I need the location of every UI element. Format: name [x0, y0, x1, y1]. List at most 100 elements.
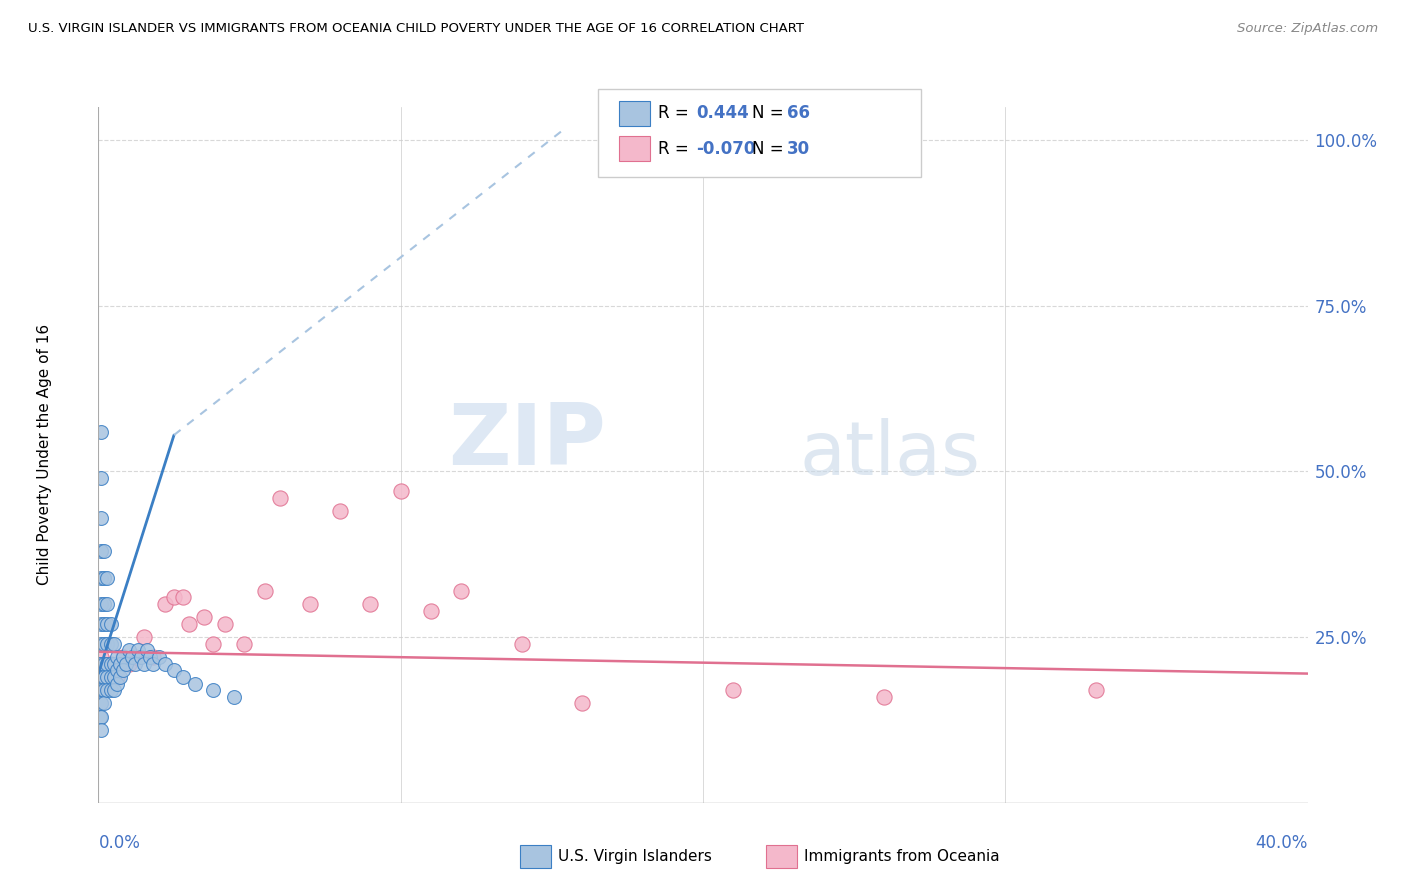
Point [214, 616, 236, 631]
Point [105, 663, 128, 677]
Point [90, 544, 112, 558]
Point [269, 491, 291, 505]
Text: N =: N = [752, 140, 789, 158]
Point [571, 697, 593, 711]
Point [108, 670, 131, 684]
Point [96, 616, 118, 631]
Point [153, 597, 176, 611]
Point [93, 616, 115, 631]
Text: -0.070: -0.070 [696, 140, 755, 158]
Point [153, 657, 176, 671]
Point [873, 690, 896, 704]
Point [172, 670, 194, 684]
Text: 40.0%: 40.0% [1256, 834, 1308, 852]
Point [172, 591, 194, 605]
Point [96, 683, 118, 698]
Point [90, 670, 112, 684]
Point [329, 504, 352, 518]
Point [299, 597, 322, 611]
Point [179, 616, 201, 631]
Point [105, 650, 128, 665]
Point [163, 591, 186, 605]
Point [111, 650, 134, 665]
Text: Source: ZipAtlas.com: Source: ZipAtlas.com [1237, 22, 1378, 36]
Point [100, 657, 122, 671]
Text: Child Poverty Under the Age of 16: Child Poverty Under the Age of 16 [37, 325, 52, 585]
Point [100, 616, 122, 631]
Point [389, 484, 412, 499]
Point [420, 604, 443, 618]
Point [96, 597, 118, 611]
Point [90, 637, 112, 651]
Point [1085, 683, 1108, 698]
Point [100, 670, 122, 684]
Point [93, 637, 115, 651]
Text: 66: 66 [787, 104, 810, 122]
Point [253, 583, 276, 598]
Point [89, 683, 111, 698]
Point [100, 637, 122, 651]
Text: 0.444: 0.444 [696, 104, 749, 122]
Point [108, 657, 131, 671]
Point [93, 697, 115, 711]
Point [90, 570, 112, 584]
Point [93, 597, 115, 611]
Point [163, 663, 186, 677]
Point [90, 471, 112, 485]
Point [129, 650, 152, 665]
Text: Immigrants from Oceania: Immigrants from Oceania [804, 849, 1000, 863]
Point [135, 643, 157, 657]
Point [90, 616, 112, 631]
Point [111, 663, 134, 677]
Point [124, 650, 146, 665]
Point [103, 657, 125, 671]
Point [93, 670, 115, 684]
Point [232, 637, 254, 651]
Text: U.S. VIRGIN ISLANDER VS IMMIGRANTS FROM OCEANIA CHILD POVERTY UNDER THE AGE OF 1: U.S. VIRGIN ISLANDER VS IMMIGRANTS FROM … [28, 22, 804, 36]
Point [132, 657, 155, 671]
Point [114, 657, 136, 671]
Point [100, 683, 122, 698]
Point [93, 570, 115, 584]
Point [184, 676, 207, 690]
Text: R =: R = [658, 140, 695, 158]
Point [103, 670, 125, 684]
Text: atlas: atlas [800, 418, 981, 491]
Point [93, 676, 115, 690]
Point [127, 643, 149, 657]
Point [90, 657, 112, 671]
Text: 0.0%: 0.0% [98, 834, 141, 852]
Point [450, 583, 472, 598]
Point [723, 683, 745, 698]
Point [103, 637, 125, 651]
Text: N =: N = [752, 104, 789, 122]
Point [96, 637, 118, 651]
Point [148, 650, 170, 665]
Point [90, 650, 112, 665]
Point [90, 597, 112, 611]
Text: U.S. Virgin Islanders: U.S. Virgin Islanders [558, 849, 711, 863]
Point [93, 544, 115, 558]
Point [202, 637, 225, 651]
Point [103, 683, 125, 698]
Point [360, 597, 382, 611]
Text: ZIP: ZIP [449, 400, 606, 483]
Point [96, 657, 118, 671]
Point [93, 683, 115, 698]
Point [118, 643, 141, 657]
Point [224, 690, 246, 704]
Point [142, 657, 165, 671]
Point [90, 709, 112, 723]
Point [90, 683, 112, 698]
Point [96, 670, 118, 684]
Point [121, 650, 143, 665]
Point [100, 657, 122, 671]
Point [90, 511, 112, 525]
Point [124, 657, 146, 671]
Point [202, 683, 225, 698]
Point [105, 676, 128, 690]
Point [111, 650, 134, 665]
Point [118, 657, 141, 671]
Point [510, 637, 533, 651]
Point [90, 425, 112, 439]
